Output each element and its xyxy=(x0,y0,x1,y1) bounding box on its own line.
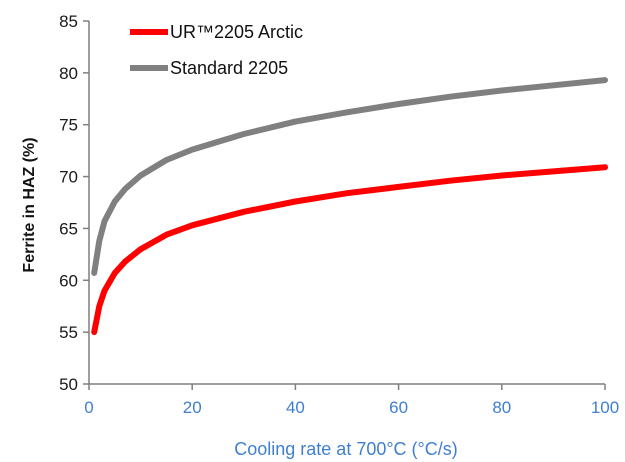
x-tick-label: 0 xyxy=(84,398,93,417)
y-tick-label: 70 xyxy=(59,168,78,187)
x-axis-title: Cooling rate at 700°C (°C/s) xyxy=(234,439,458,459)
y-tick-label: 65 xyxy=(59,219,78,238)
y-tick-label: 80 xyxy=(59,64,78,83)
y-tick-label: 60 xyxy=(59,271,78,290)
y-tick-label: 50 xyxy=(59,375,78,394)
legend: UR™2205 Arctic Standard 2205 xyxy=(130,22,303,78)
y-tick-label: 55 xyxy=(59,323,78,342)
x-tick-label: 60 xyxy=(389,398,408,417)
x-tick-label: 20 xyxy=(183,398,202,417)
y-tick-label: 75 xyxy=(59,116,78,135)
x-tick-label: 100 xyxy=(591,398,619,417)
legend-label-standard-2205: Standard 2205 xyxy=(170,58,288,78)
y-axis-title: Ferrite in HAZ (%) xyxy=(21,137,38,272)
series-line-ur2205-arctic xyxy=(91,164,608,336)
series-line-standard-2205 xyxy=(91,77,608,276)
x-tick-label: 40 xyxy=(286,398,305,417)
x-tick-label: 80 xyxy=(492,398,511,417)
y-tick-label: 85 xyxy=(59,12,78,31)
legend-label-ur2205-arctic: UR™2205 Arctic xyxy=(170,22,303,42)
plot-area: 50 55 60 65 70 75 80 85 0 20 40 60 80 100 xyxy=(59,12,619,417)
